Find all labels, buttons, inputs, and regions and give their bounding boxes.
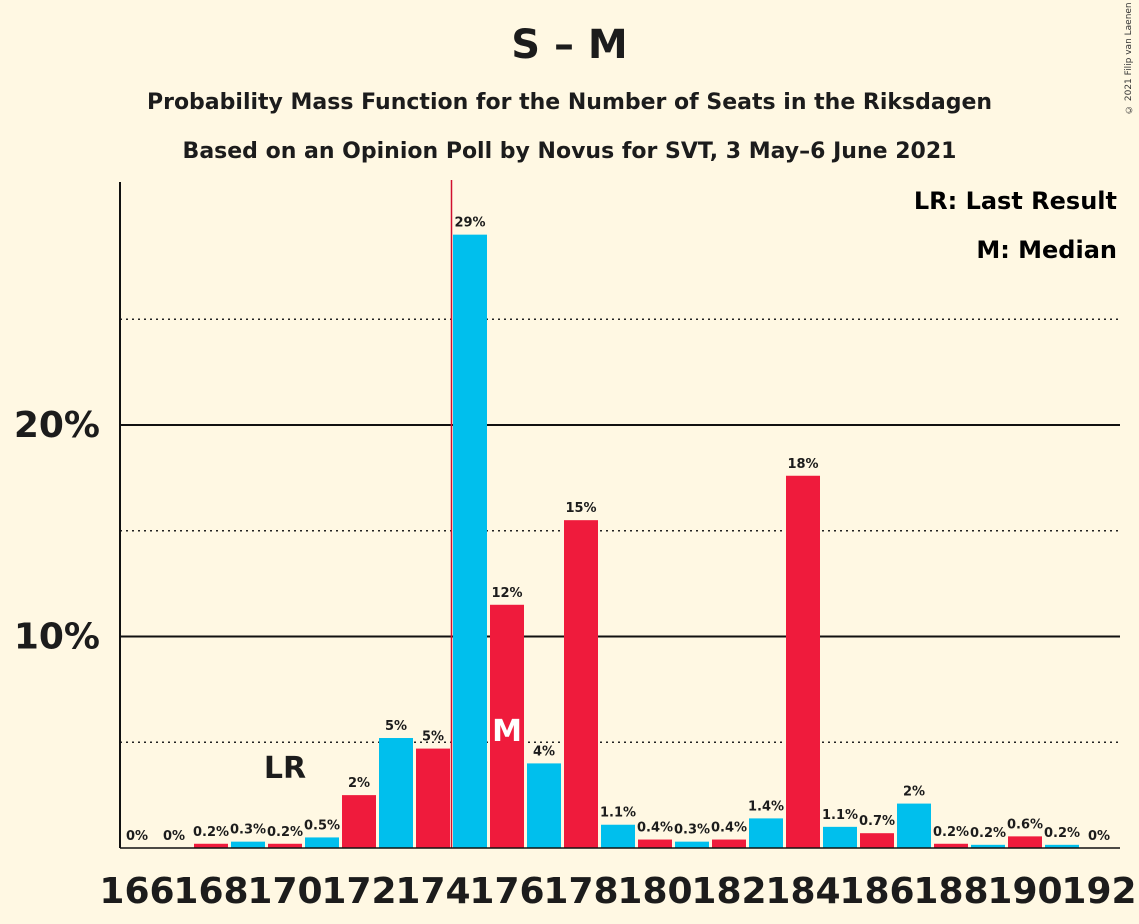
bar-185 bbox=[823, 826, 857, 848]
data-label-191: 0.2% bbox=[1044, 826, 1080, 841]
bar-190 bbox=[1008, 836, 1042, 848]
bar-187 bbox=[897, 803, 931, 848]
data-label-192: 0% bbox=[1088, 829, 1110, 844]
x-tick-label: 184 bbox=[765, 871, 840, 912]
bar-168 bbox=[194, 843, 228, 848]
median-marker: M bbox=[492, 714, 522, 749]
data-label-169: 0.3% bbox=[230, 823, 266, 838]
x-tick-label: 170 bbox=[247, 871, 322, 912]
data-label-187: 2% bbox=[903, 785, 925, 800]
data-label-177: 4% bbox=[533, 744, 555, 759]
data-label-180: 0.4% bbox=[637, 821, 673, 836]
bar-180 bbox=[638, 839, 672, 848]
bar-191 bbox=[1045, 844, 1079, 848]
x-tick-label: 178 bbox=[543, 871, 618, 912]
data-label-173: 5% bbox=[385, 719, 407, 734]
data-label-170: 0.2% bbox=[267, 825, 303, 840]
bar-178 bbox=[564, 520, 598, 848]
data-label-181: 0.3% bbox=[674, 823, 710, 838]
y-tick-label: 20% bbox=[14, 405, 100, 446]
data-label-168: 0.2% bbox=[193, 825, 229, 840]
bar-170 bbox=[268, 843, 302, 848]
x-tick-label: 182 bbox=[691, 871, 766, 912]
bar-172 bbox=[342, 795, 376, 848]
x-tick-label: 168 bbox=[173, 871, 248, 912]
data-label-184: 18% bbox=[787, 457, 818, 472]
data-label-172: 2% bbox=[348, 776, 370, 791]
bar-175 bbox=[453, 234, 487, 848]
gridlines bbox=[120, 318, 1120, 743]
x-tick-label: 176 bbox=[469, 871, 544, 912]
chart-subtitle-2: Based on an Opinion Poll by Novus for SV… bbox=[182, 139, 957, 164]
data-label-186: 0.7% bbox=[859, 814, 895, 829]
bar-169 bbox=[231, 841, 265, 848]
bar-182 bbox=[712, 839, 746, 848]
bar-174 bbox=[416, 748, 450, 848]
data-labels: 0% 0% 0.2% 0.3% 0.2% 0.5%2%5%5%29%12%4%15%1.1… bbox=[126, 216, 1110, 844]
x-tick-label: 192 bbox=[1061, 871, 1136, 912]
data-label-175: 29% bbox=[454, 216, 485, 231]
axes: 10%20%1661681701721741761781801821841861… bbox=[14, 180, 1137, 912]
data-label-167: 0% bbox=[163, 829, 185, 844]
x-tick-label: 174 bbox=[395, 871, 470, 912]
data-label-189: 0.2% bbox=[970, 826, 1006, 841]
bar-181 bbox=[675, 841, 709, 848]
bar-186 bbox=[860, 833, 894, 848]
x-tick-label: 186 bbox=[839, 871, 914, 912]
x-tick-label: 188 bbox=[913, 871, 988, 912]
data-label-166: 0% bbox=[126, 829, 148, 844]
data-label-174: 5% bbox=[422, 730, 444, 745]
data-label-183: 1.4% bbox=[748, 799, 784, 814]
data-label-178: 15% bbox=[565, 501, 596, 516]
y-tick-label: 10% bbox=[14, 617, 100, 658]
x-tick-label: 190 bbox=[987, 871, 1062, 912]
bar-188 bbox=[934, 843, 968, 848]
legend-median: M: Median bbox=[976, 236, 1117, 264]
bar-177 bbox=[527, 763, 561, 848]
chart-subtitle-1: Probability Mass Function for the Number… bbox=[146, 90, 993, 115]
bars bbox=[194, 234, 1079, 848]
bar-179 bbox=[601, 824, 635, 848]
data-label-176: 12% bbox=[491, 586, 522, 601]
bar-173 bbox=[379, 738, 413, 848]
data-label-190: 0.6% bbox=[1007, 817, 1043, 832]
legend-last-result: LR: Last Result bbox=[914, 187, 1117, 215]
data-label-188: 0.2% bbox=[933, 825, 969, 840]
data-label-182: 0.4% bbox=[711, 821, 747, 836]
bar-171 bbox=[305, 837, 339, 848]
data-label-171: 0.5% bbox=[304, 818, 340, 833]
x-tick-label: 180 bbox=[617, 871, 692, 912]
x-tick-label: 166 bbox=[99, 871, 174, 912]
last-result-marker: LR bbox=[264, 751, 306, 786]
x-tick-label: 172 bbox=[321, 871, 396, 912]
bar-176 bbox=[490, 604, 524, 848]
data-label-179: 1.1% bbox=[600, 806, 636, 821]
bar-184 bbox=[786, 475, 820, 848]
bar-183 bbox=[749, 818, 783, 848]
data-label-185: 1.1% bbox=[822, 808, 858, 823]
bar-189 bbox=[971, 844, 1005, 848]
chart-title: S – M bbox=[511, 22, 628, 68]
